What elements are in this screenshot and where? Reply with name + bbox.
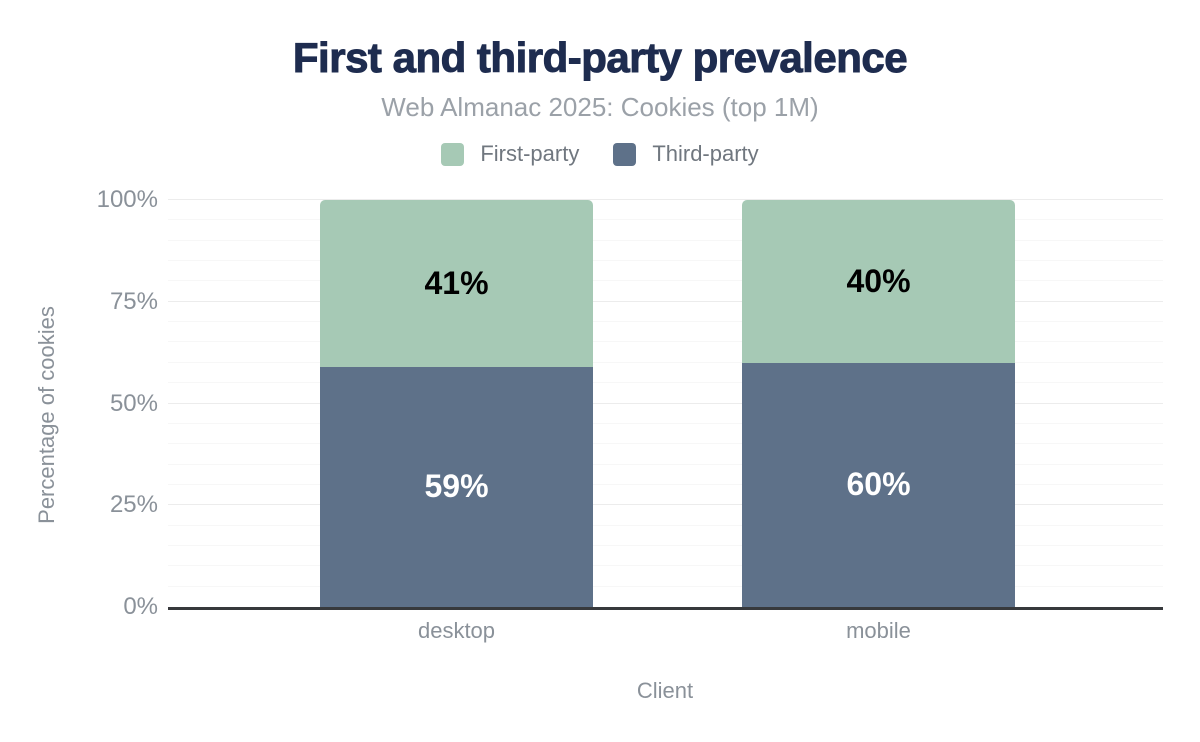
gridline-minor: [168, 463, 1163, 465]
y-tick-label-25: 25%: [109, 491, 158, 519]
plot-area: 59% 41% 60% 40%: [168, 199, 1163, 610]
gridline-major: [168, 199, 1163, 200]
gridline-minor: [168, 382, 1163, 384]
gridline-minor: [168, 524, 1163, 526]
bar-segment-third-party-mobile: 60%: [742, 362, 1015, 607]
gridline-minor: [168, 321, 1163, 323]
x-axis-title: Client: [636, 678, 694, 703]
chart-subtitle: Web Almanac 2025: Cookies (top 1M): [381, 92, 819, 122]
y-tick-label-100: 100%: [96, 186, 158, 213]
bar-segment-first-party-mobile: 40%: [742, 200, 1015, 363]
legend: First-party Third-party: [0, 141, 1200, 167]
legend-label: First-party: [480, 141, 580, 166]
bar-mobile: 60% 40%: [742, 200, 1015, 607]
x-tick-label-desktop: desktop: [417, 618, 496, 643]
y-tick-label-75: 75%: [109, 287, 158, 315]
gridline-minor: [168, 239, 1163, 241]
bar-value-label: 40%: [846, 262, 911, 299]
gridline-major: [168, 300, 1163, 302]
gridline-minor: [168, 585, 1163, 587]
gridline-minor: [168, 280, 1163, 282]
legend-item-first-party: First-party: [441, 141, 579, 167]
y-tick-label-0: 0%: [123, 593, 158, 620]
bar-segment-first-party-desktop: 41%: [320, 200, 593, 367]
legend-label: Third-party: [652, 141, 759, 166]
chart-title: First and third-party prevalence: [292, 34, 908, 82]
bar-value-label: 41%: [424, 264, 489, 301]
legend-swatch-icon: [613, 142, 637, 166]
gridline-minor: [168, 544, 1163, 546]
gridline-minor: [168, 422, 1163, 424]
bar-segment-third-party-desktop: 59%: [320, 366, 593, 607]
bar-value-label: 59%: [424, 468, 489, 505]
bar-value-label: 60%: [846, 466, 911, 503]
gridline-major: [168, 504, 1163, 506]
gridline-minor: [168, 361, 1163, 363]
y-tick-label-50: 50%: [109, 389, 158, 417]
legend-item-third-party: Third-party: [613, 141, 759, 167]
gridline-minor: [168, 565, 1163, 567]
legend-swatch-icon: [441, 142, 465, 166]
x-tick-label-mobile: mobile: [846, 618, 911, 643]
gridline-minor: [168, 483, 1163, 485]
gridline-major: [168, 402, 1163, 404]
gridline-minor: [168, 219, 1163, 221]
bar-desktop: 59% 41%: [320, 200, 593, 607]
gridline-minor: [168, 260, 1163, 262]
gridline-minor: [168, 341, 1163, 343]
gridline-minor: [168, 443, 1163, 445]
